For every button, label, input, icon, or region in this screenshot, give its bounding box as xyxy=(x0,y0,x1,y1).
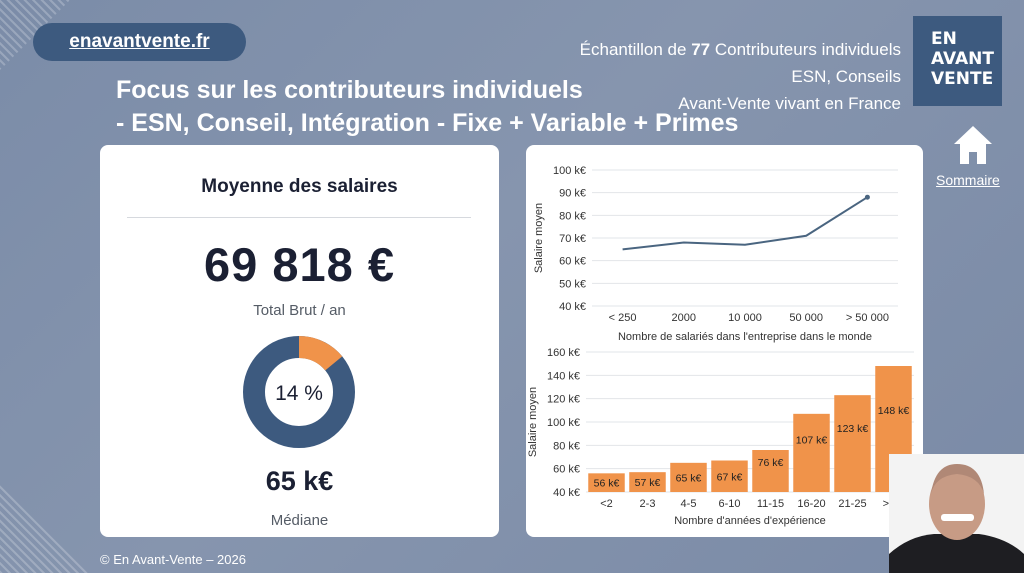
x-tick-label: 4-5 xyxy=(681,498,697,510)
bar xyxy=(629,472,666,492)
donut-highlight-arc xyxy=(243,336,355,448)
logo-line3: VENTE xyxy=(931,69,994,89)
donut-percent-label: 14 % xyxy=(275,382,323,405)
x-tick-label: 11-15 xyxy=(757,498,784,510)
median-label: Médiane xyxy=(270,512,329,529)
percentage-donut xyxy=(243,336,355,448)
bar-value-label: 67 k€ xyxy=(717,471,743,483)
y-tick-label: 120 k€ xyxy=(547,394,580,406)
presenter-photo xyxy=(889,454,1024,573)
bar-value-label: 57 k€ xyxy=(635,477,661,489)
y-tick-label: 140 k€ xyxy=(547,370,580,382)
y-tick-label: 50 k€ xyxy=(559,278,586,290)
bar-value-label: 65 k€ xyxy=(676,472,702,484)
series-line xyxy=(622,196,868,251)
average-salary-unit: Total Brut / an xyxy=(253,302,346,319)
y-tick-label: 70 k€ xyxy=(559,233,586,245)
salary-summary-card: Moyenne des salaires 69 818 € Total Brut… xyxy=(100,145,499,537)
home-icon[interactable] xyxy=(952,124,994,166)
x-tick-label: 21-25 xyxy=(838,498,866,510)
y-tick-label: 60 k€ xyxy=(553,464,580,476)
bar xyxy=(588,473,625,492)
home-link[interactable]: Sommaire xyxy=(936,172,1000,188)
y-axis-label: Salaire moyen xyxy=(533,203,545,273)
x-tick-label: 16-20 xyxy=(797,498,825,510)
x-tick-label: 50 000 xyxy=(789,312,823,324)
page-title: Focus sur les contributeurs individuels … xyxy=(116,74,738,140)
x-tick-label: 2000 xyxy=(672,312,696,324)
bar xyxy=(711,460,748,492)
charts-card: 40 k€ 50 k€ 60 k€ 70 k€ 80 k€ 90 k€ 100 k€ < 25… xyxy=(526,145,923,537)
y-tick-label: 80 k€ xyxy=(553,440,580,452)
y-tick-label: 100 k€ xyxy=(547,417,580,429)
logo-line2: AVANT xyxy=(931,49,994,69)
median-salary: 65 k€ xyxy=(265,466,334,496)
site-link-label: enavantvente.fr xyxy=(69,31,210,52)
brand-logo[interactable]: EN AVANT VENTE xyxy=(913,16,1002,106)
divider xyxy=(127,217,471,218)
page-title-line1: Focus sur les contributeurs individuels xyxy=(116,76,583,104)
y-tick-label: 100 k€ xyxy=(553,165,586,177)
y-tick-label: 60 k€ xyxy=(559,256,586,268)
y-axis-label: Salaire moyen xyxy=(527,387,539,457)
bar-value-label: 148 k€ xyxy=(878,405,910,417)
bar-value-label: 76 k€ xyxy=(758,457,784,469)
bar-value-label: 123 k€ xyxy=(837,423,869,435)
y-tick-label: 80 k€ xyxy=(559,210,586,222)
x-tick-label: > 50 000 xyxy=(846,312,889,324)
sample-line2: ESN, Conseils xyxy=(791,67,901,86)
line-chart-company-size: 40 k€ 50 k€ 60 k€ 70 k€ 80 k€ 90 k€ 100 k€ < 25… xyxy=(533,165,898,343)
page-title-line2: - ESN, Conseil, Intégration - Fixe + Var… xyxy=(116,109,739,137)
decorative-stripes-bottom xyxy=(0,483,90,573)
data-point xyxy=(864,194,870,200)
y-tick-label: 160 k€ xyxy=(547,347,580,359)
sample-count: 77 xyxy=(691,40,711,59)
logo-line1: EN xyxy=(931,29,957,49)
x-axis-label: Nombre d'années d'expérience xyxy=(674,515,826,527)
x-tick-label: 6-10 xyxy=(718,498,740,510)
sample-suffix: Contributeurs individuels xyxy=(710,40,901,59)
x-tick-label: 2-3 xyxy=(640,498,656,510)
bar xyxy=(834,395,871,492)
bar-value-label: 56 k€ xyxy=(594,478,620,490)
x-tick-label: <2 xyxy=(600,498,613,510)
bar xyxy=(793,413,830,492)
copyright-text: © En Avant-Vente – 2026 xyxy=(100,552,246,567)
average-salary: 69 818 € xyxy=(204,238,395,291)
y-tick-label: 40 k€ xyxy=(553,487,580,499)
bar-chart-experience: 40 k€ 60 k€ 80 k€ 100 k€ 120 k€ 140 k€ 160 k€ 5… xyxy=(527,347,914,527)
salary-card-heading: Moyenne des salaires xyxy=(201,176,398,197)
y-tick-label: 40 k€ xyxy=(559,301,586,313)
bar xyxy=(752,450,789,492)
x-tick-label: < 250 xyxy=(609,312,637,324)
sample-line3: Avant-Vente vivant en France xyxy=(678,94,901,113)
bar-value-label: 107 k€ xyxy=(796,435,828,447)
y-tick-label: 90 k€ xyxy=(559,188,586,200)
sample-description: Échantillon de 77 Contributeurs individu… xyxy=(580,36,901,117)
x-tick-label: 10 000 xyxy=(728,312,762,324)
x-axis-label: Nombre de salariés dans l'entreprise dan… xyxy=(618,331,872,343)
site-link-button[interactable]: enavantvente.fr xyxy=(33,23,246,61)
sample-prefix: Échantillon de xyxy=(579,40,692,59)
bar xyxy=(670,462,707,492)
